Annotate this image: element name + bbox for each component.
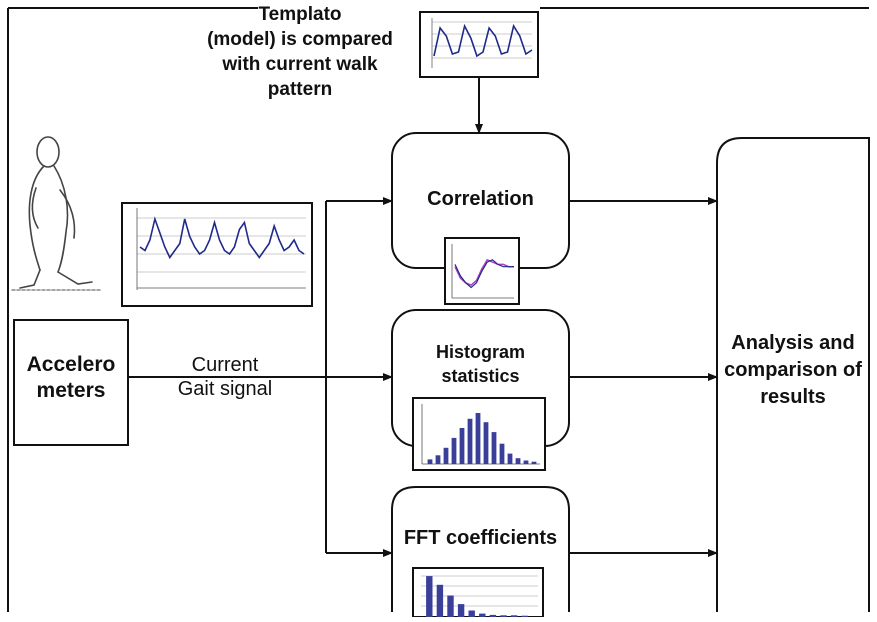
fft-label: FFT coefficients <box>392 525 569 551</box>
histogram-thumbnail <box>412 397 546 471</box>
fft-bars-bar <box>436 584 444 618</box>
fft-bars-bar <box>447 595 454 617</box>
correlation-text: Correlation <box>427 188 534 210</box>
correlation-label: Correlation <box>392 186 569 212</box>
hist-bars-bar <box>499 443 505 464</box>
histogram-bars <box>427 413 537 464</box>
hist-bars-bar <box>515 458 521 464</box>
template-note-line-2: (model) is compared <box>207 29 393 50</box>
hist-bars-bar <box>435 455 441 464</box>
hist-bars-bar <box>427 459 433 464</box>
template-signal-line <box>433 23 533 58</box>
analysis-line-2: comparison of <box>724 359 862 381</box>
fft-bars-bar <box>468 610 475 617</box>
accelerometers-label: Accelero meters <box>14 352 128 404</box>
hist-bars-bar <box>491 432 497 464</box>
hist-bars-bar <box>459 428 465 464</box>
analysis-line-1: Analysis and <box>731 332 855 354</box>
gait-signal-thumbnail <box>121 202 313 307</box>
hist-bars-bar <box>507 453 513 464</box>
fft-text: FFT coefficients <box>403 527 558 549</box>
hist-bars-bar <box>531 461 537 464</box>
gait-signal-line <box>139 216 305 260</box>
signal-label-line-2: Gait signal <box>177 378 273 400</box>
hist-bars-bar <box>523 460 529 464</box>
fft-bars-bar <box>500 615 507 617</box>
accelerometers-line-1: Accelero <box>26 353 116 376</box>
hist-bars-bar <box>467 418 473 464</box>
accelerometers-line-2: meters <box>36 379 106 402</box>
correlation-line-b <box>454 259 514 289</box>
histogram-label: Histogram statistics <box>392 340 569 388</box>
signal-label-line-1: Current <box>191 354 259 376</box>
hist-bars-bar <box>475 413 481 464</box>
histogram-line-2: statistics <box>441 366 520 386</box>
fft-thumbnail <box>412 567 544 618</box>
template-note: Templato (model) is compared with curren… <box>180 2 420 102</box>
hist-bars-bar <box>483 422 489 464</box>
fft-bars-bar <box>489 614 497 617</box>
fft-bars <box>426 576 528 618</box>
analysis-label: Analysis and comparison of results <box>717 330 869 411</box>
fft-bars-bar <box>457 604 465 617</box>
fft-bars-bar <box>426 576 433 617</box>
fft-bars-bar <box>510 615 518 617</box>
current-gait-signal-label: Current Gait signal <box>150 353 300 401</box>
accelerometers-box <box>13 319 129 446</box>
template-note-line-3: with current walk <box>222 54 378 75</box>
template-note-line-1: Templato <box>258 4 342 25</box>
histogram-line-1: Histogram <box>435 342 525 362</box>
template-signal-thumbnail <box>419 11 539 78</box>
hist-bars-bar <box>443 447 449 464</box>
analysis-box <box>716 137 870 612</box>
analysis-line-3: results <box>760 386 826 408</box>
template-note-line-4: pattern <box>267 79 333 100</box>
walking-person-icon <box>11 136 101 291</box>
hist-bars-bar <box>451 437 457 464</box>
correlation-thumbnail <box>444 237 520 305</box>
fft-bars-bar <box>479 613 486 617</box>
fft-bars-bar <box>521 615 528 617</box>
